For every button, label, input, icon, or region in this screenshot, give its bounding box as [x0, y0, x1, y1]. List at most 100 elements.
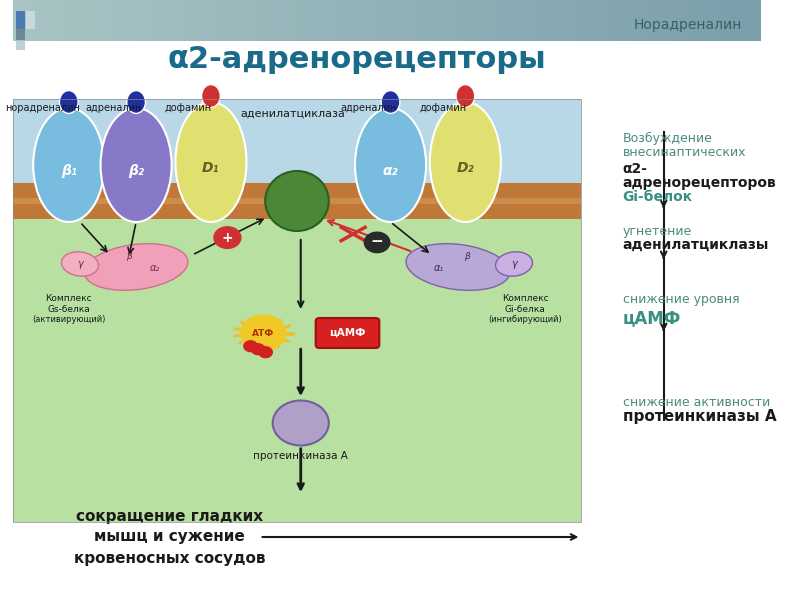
Bar: [504, 0, 507, 41]
Bar: [185, 0, 188, 41]
Bar: [582, 0, 585, 41]
Bar: [145, 0, 148, 41]
Bar: [726, 0, 730, 41]
Bar: [297, 0, 300, 41]
Bar: [167, 0, 170, 41]
Text: Комплекс: Комплекс: [502, 294, 549, 304]
Bar: [13, 522, 761, 600]
Bar: [237, 0, 240, 41]
Bar: [562, 0, 565, 41]
Bar: [469, 0, 472, 41]
Bar: [646, 0, 650, 41]
Bar: [22, 0, 26, 41]
Bar: [482, 0, 485, 41]
Bar: [344, 0, 348, 41]
Bar: [290, 0, 293, 41]
Text: −: −: [370, 234, 383, 250]
Bar: [669, 0, 672, 41]
Circle shape: [241, 315, 286, 351]
Bar: [636, 0, 639, 41]
Text: D₂: D₂: [457, 161, 474, 175]
Bar: [28, 0, 31, 41]
Bar: [709, 0, 712, 41]
Bar: [234, 0, 238, 41]
Bar: [569, 0, 572, 41]
Bar: [602, 0, 605, 41]
Text: α₂: α₂: [382, 164, 398, 178]
Bar: [272, 0, 275, 41]
Bar: [649, 0, 652, 41]
Bar: [262, 0, 266, 41]
Bar: [557, 0, 560, 41]
Bar: [664, 0, 667, 41]
Bar: [412, 0, 415, 41]
Bar: [703, 0, 707, 41]
Text: γ: γ: [511, 259, 517, 269]
Bar: [220, 0, 223, 41]
Bar: [671, 0, 674, 41]
Bar: [259, 0, 263, 41]
Bar: [519, 0, 522, 41]
Bar: [542, 0, 545, 41]
Text: адреналин: адреналин: [340, 103, 396, 113]
Bar: [352, 0, 355, 41]
Bar: [200, 0, 203, 41]
Bar: [642, 0, 645, 41]
Text: α2-адренорецепторы: α2-адренорецепторы: [167, 46, 546, 74]
Bar: [751, 0, 754, 41]
Bar: [379, 0, 382, 41]
Bar: [466, 0, 470, 41]
Bar: [611, 0, 614, 41]
Bar: [444, 0, 447, 41]
Text: норадреналин: норадреналин: [5, 103, 80, 113]
Bar: [138, 0, 141, 41]
Bar: [113, 0, 116, 41]
Ellipse shape: [126, 91, 146, 113]
Bar: [53, 0, 56, 41]
Ellipse shape: [430, 102, 501, 222]
Bar: [194, 0, 198, 41]
Text: Норадреналин: Норадреналин: [634, 18, 742, 32]
Bar: [257, 0, 260, 41]
Bar: [55, 0, 58, 41]
Bar: [245, 0, 248, 41]
Bar: [474, 0, 478, 41]
Bar: [422, 0, 425, 41]
Bar: [16, 11, 25, 29]
Bar: [162, 0, 166, 41]
Bar: [758, 0, 762, 41]
Bar: [214, 0, 218, 41]
Bar: [222, 0, 226, 41]
Bar: [147, 0, 150, 41]
Bar: [734, 0, 737, 41]
Bar: [684, 0, 687, 41]
Bar: [174, 0, 178, 41]
Text: α₂: α₂: [150, 263, 160, 273]
Bar: [656, 0, 659, 41]
Bar: [26, 11, 35, 29]
Bar: [464, 0, 467, 41]
Bar: [459, 0, 462, 41]
Bar: [686, 0, 690, 41]
Bar: [374, 0, 378, 41]
Text: снижение уровня: снижение уровня: [622, 293, 739, 307]
Bar: [529, 0, 532, 41]
Bar: [40, 0, 43, 41]
Bar: [434, 0, 438, 41]
Bar: [654, 0, 657, 41]
Bar: [377, 0, 380, 41]
Text: Gs-белка: Gs-белка: [47, 304, 90, 313]
Bar: [499, 0, 502, 41]
Bar: [13, 99, 582, 183]
Circle shape: [259, 347, 272, 358]
Text: D₁: D₁: [202, 161, 220, 175]
Bar: [172, 0, 175, 41]
Text: адреналин: адреналин: [86, 103, 142, 113]
Bar: [78, 0, 81, 41]
Bar: [514, 0, 518, 41]
Bar: [736, 0, 739, 41]
Text: протеинкиназы A: протеинкиназы A: [622, 409, 776, 425]
Bar: [502, 0, 505, 41]
Bar: [559, 0, 562, 41]
Bar: [45, 0, 48, 41]
